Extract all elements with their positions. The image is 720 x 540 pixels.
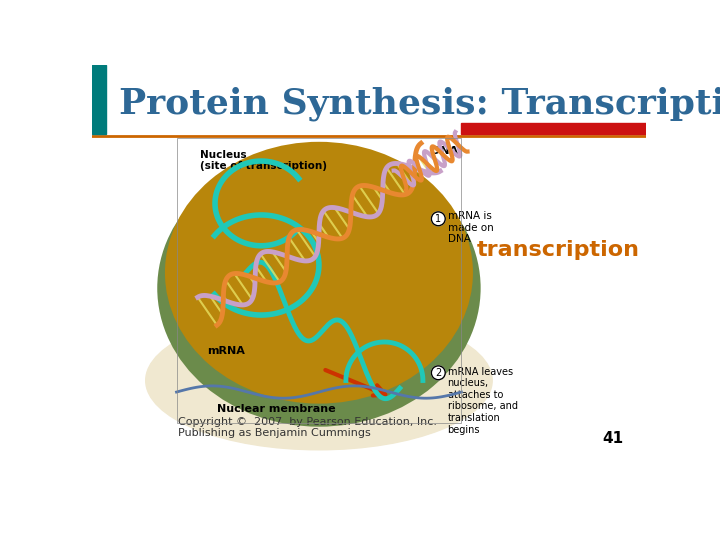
Ellipse shape — [165, 142, 473, 403]
Ellipse shape — [157, 150, 481, 427]
Circle shape — [431, 366, 445, 380]
Text: 2: 2 — [435, 368, 441, 378]
Text: Copyright ©  2007  by Pearson Education, Inc.
Publishing as Benjamin Cummings: Copyright © 2007 by Pearson Education, I… — [178, 417, 437, 438]
Ellipse shape — [145, 311, 492, 450]
Text: 1: 1 — [435, 214, 441, 224]
Text: Nucleus
(site of transcription): Nucleus (site of transcription) — [199, 150, 327, 171]
Text: 41: 41 — [602, 431, 623, 446]
Text: Protein Synthesis: Transcription: Protein Synthesis: Transcription — [119, 86, 720, 120]
Text: transcription: transcription — [477, 240, 640, 260]
Text: DNA: DNA — [431, 146, 458, 156]
Bar — [462, 123, 647, 134]
Text: mRNA is
made on
DNA: mRNA is made on DNA — [448, 211, 493, 244]
Text: mRNA leaves
nucleus,
attaches to
ribosome, and
translation
begins: mRNA leaves nucleus, attaches to ribosom… — [448, 367, 518, 435]
Text: Nuclear membrane: Nuclear membrane — [217, 403, 336, 414]
Circle shape — [431, 212, 445, 226]
Bar — [92, 65, 106, 134]
Bar — [176, 138, 462, 423]
Text: mRNA: mRNA — [207, 346, 246, 356]
